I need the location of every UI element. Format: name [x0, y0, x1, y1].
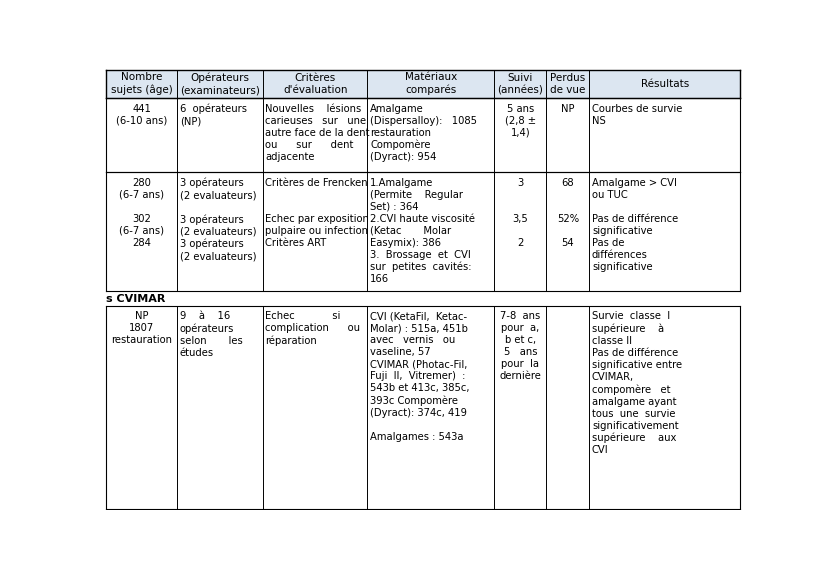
Text: Amalgame > CVI
ou TUC

Pas de différence
significative
Pas de
différences
signif: Amalgame > CVI ou TUC Pas de différence … — [592, 178, 678, 272]
Text: Critères
d'évaluation: Critères d'évaluation — [283, 73, 348, 95]
Text: Amalgame
(Dispersalloy):   1085
restauration
Compomère
(Dyract): 954: Amalgame (Dispersalloy): 1085 restaurati… — [370, 104, 477, 162]
Text: Opérateurs
(examinateurs): Opérateurs (examinateurs) — [180, 72, 260, 95]
Text: 3 opérateurs
(2 evaluateurs)

3 opérateurs
(2 evaluateurs)
3 opérateurs
(2 evalu: 3 opérateurs (2 evaluateurs) 3 opérateur… — [180, 178, 256, 261]
Text: Survie  classe  I
supérieure    à
classe II
Pas de différence
significative entr: Survie classe I supérieure à classe II P… — [592, 311, 682, 456]
Text: CVI (KetaFil,  Ketac-
Molar) : 515a, 451b
avec   vernis   ou
vaseline, 57
CVIMAR: CVI (KetaFil, Ketac- Molar) : 515a, 451b… — [370, 311, 470, 442]
Bar — [106, 306, 740, 509]
Text: 280
(6-7 ans)

302
(6-7 ans)
284: 280 (6-7 ans) 302 (6-7 ans) 284 — [119, 178, 164, 248]
Text: s CVIMAR: s CVIMAR — [106, 294, 166, 304]
Text: Critères de Frencken


Echec par exposition
pulpaire ou infection
Critères ART: Critères de Frencken Echec par expositio… — [265, 178, 369, 248]
Bar — [106, 172, 740, 291]
Bar — [106, 70, 740, 98]
Text: Suivi
(années): Suivi (années) — [498, 73, 543, 95]
Bar — [106, 98, 740, 172]
Text: 68


52%

54: 68 52% 54 — [557, 178, 579, 248]
Text: Résultats: Résultats — [641, 79, 689, 89]
Text: NP: NP — [561, 104, 574, 113]
Text: 1.Amalgame
(Permite    Regular
Set) : 364
2.CVI haute viscosité
(Ketac       Mol: 1.Amalgame (Permite Regular Set) : 364 2… — [370, 178, 475, 284]
Text: 7-8  ans
pour  a,
b et c,
5   ans
pour  la
dernière: 7-8 ans pour a, b et c, 5 ans pour la de… — [499, 311, 541, 382]
Text: 3


3,5

2: 3 3,5 2 — [513, 178, 528, 248]
Text: Matériaux
comparés: Matériaux comparés — [405, 72, 457, 96]
Text: Echec            si
complication      ou
réparation: Echec si complication ou réparation — [265, 311, 360, 346]
Text: 441
(6-10 ans): 441 (6-10 ans) — [116, 104, 167, 125]
Text: Nombre
sujets (âge): Nombre sujets (âge) — [111, 72, 172, 96]
Text: NP
1807
restauration: NP 1807 restauration — [111, 311, 172, 346]
Text: Nouvelles    lésions
carieuses   sur   une
autre face de la dent
ou      sur    : Nouvelles lésions carieuses sur une autr… — [265, 104, 370, 162]
Text: 6  opérateurs
(NP): 6 opérateurs (NP) — [180, 104, 246, 126]
Text: 5 ans
(2,8 ±
1,4): 5 ans (2,8 ± 1,4) — [505, 104, 536, 138]
Text: Perdus
de vue: Perdus de vue — [550, 73, 586, 95]
Text: 9    à    16
opérateurs
selon       les
études: 9 à 16 opérateurs selon les études — [180, 311, 242, 358]
Text: Courbes de survie
NS: Courbes de survie NS — [592, 104, 682, 125]
